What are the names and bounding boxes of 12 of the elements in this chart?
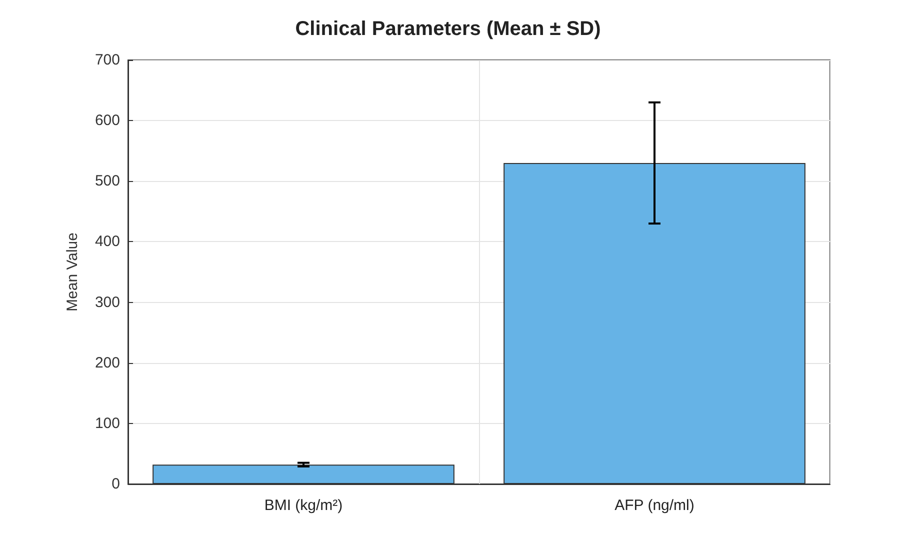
chart-title: Clinical Parameters (Mean ± SD)	[295, 18, 601, 40]
x-tick-label: BMI (kg/m²)	[264, 497, 343, 514]
y-tick-label: 300	[94, 294, 120, 311]
y-tick-label: 0	[112, 476, 120, 492]
y-tick-label: 400	[94, 233, 120, 250]
y-tick-label: 200	[94, 354, 120, 372]
y-tick-label: 700	[94, 52, 120, 68]
x-tick-label: AFP (ng/ml)	[614, 497, 694, 514]
y-tick-label: 600	[94, 112, 120, 130]
y-axis-title: Mean Value	[64, 232, 81, 312]
y-tick-label: 100	[94, 414, 120, 432]
y-tick-label: 500	[94, 172, 120, 190]
